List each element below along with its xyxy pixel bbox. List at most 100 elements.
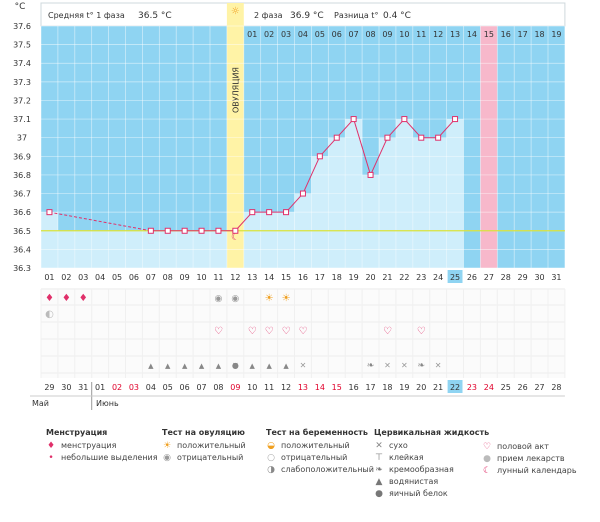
date-label: 19 [399, 383, 409, 392]
cycle-day-label: 02 [264, 30, 274, 39]
y-tick-label: 36.9 [13, 152, 31, 161]
y-tick-label: 37.2 [13, 96, 31, 105]
date-label: 20 [416, 383, 426, 392]
date-label: 28 [551, 383, 561, 392]
cycle-day-label: 14 [467, 30, 477, 39]
bbt-chart: °C Средняя t° 1 фаза 36.5 °C 2 фаза 36.9 °C Р… [13, 2, 566, 410]
y-tick-label: 36.6 [13, 208, 31, 217]
y-tick-label: 36.5 [13, 227, 31, 236]
date-label: 24 [484, 383, 494, 392]
date-label: 08 [213, 383, 223, 392]
heart-icon: ♡ [417, 326, 426, 337]
temp-segment [403, 118, 422, 139]
date-label: 17 [365, 383, 375, 392]
phase1-value: 36.5 °C [138, 11, 172, 21]
legend-item-eggwhite: ● яичный белок [374, 488, 489, 500]
legend-label: кремообразная [389, 465, 454, 474]
day-number: 31 [551, 273, 561, 282]
menstruation-icon: ♦ [62, 293, 71, 304]
day-number: 10 [196, 273, 206, 282]
day-number: 01 [44, 273, 54, 282]
date-label: 13 [298, 383, 308, 392]
moon-phase-icon: ◐ [45, 309, 54, 320]
cycle-day-label: 18 [534, 30, 544, 39]
temp-bar [41, 212, 58, 268]
y-tick-label: 37 [17, 134, 27, 143]
legend-pregnancy-test: Тест на беременность ◒ положительный ○ отр… [266, 428, 374, 476]
month-label: Июнь [96, 399, 119, 408]
date-label: 03 [129, 383, 139, 392]
day-number: 07 [146, 273, 156, 282]
y-tick-label: 36.3 [13, 264, 31, 273]
temp-segment [437, 118, 456, 139]
legend-mucus-title: Цервикальная жидкость [374, 428, 490, 437]
cycle-day-label: 05 [315, 30, 325, 39]
legend-other: ♡ половой акт ● прием лекарств ☾ лунный кал… [482, 441, 577, 477]
day-number: 19 [349, 273, 359, 282]
legend-item-ovul-neg: ◉ отрицательный [162, 452, 246, 464]
ovulation-label: ОВУЛЯЦИЯ [231, 67, 240, 113]
date-label: 11 [264, 383, 274, 392]
legend-item-menstruation: ♦ менструация [46, 440, 158, 452]
date-label: 09 [230, 383, 240, 392]
phase1-label: Средняя t° 1 фаза [48, 11, 125, 20]
heart-icon: ♡ [248, 326, 257, 337]
legend-item-dry: ✕ сухо [374, 440, 489, 452]
legend-item-sticky: ⊤ клейкая [374, 452, 489, 464]
day-number: 20 [365, 273, 375, 282]
day-number: 16 [298, 273, 308, 282]
egg-white-icon: ● [232, 361, 239, 370]
y-tick-label: 36.7 [13, 190, 31, 199]
day-number: 04 [95, 273, 105, 282]
temp-segment [234, 211, 253, 232]
temp-segment [387, 118, 405, 139]
temp-point [266, 209, 273, 216]
cross-icon: ✕ [300, 361, 307, 370]
menstruation-icon: ♦ [79, 293, 88, 304]
y-tick-label: 37.6 [13, 22, 31, 31]
cycle-day-label: 15 [484, 30, 494, 39]
legend-label: водянистая [389, 477, 439, 486]
legend-label: положительный [177, 441, 246, 450]
cross-icon: ✕ [232, 361, 239, 370]
day-number: 26 [467, 273, 477, 282]
temp-point [164, 227, 171, 234]
diff-value: 0.4 °C [383, 11, 411, 21]
temp-point [198, 227, 205, 234]
legend-label: яичный белок [389, 489, 448, 498]
date-label: 04 [146, 383, 156, 392]
date-label: 05 [163, 383, 173, 392]
legend-menstruation: Менструация ♦ менструация • небольшие выде… [46, 428, 158, 464]
symptom-area [41, 288, 565, 378]
water-drop-icon: ▲ [216, 362, 222, 370]
temp-point [299, 190, 306, 197]
date-label: 01 [95, 383, 105, 392]
day-number: 28 [501, 273, 511, 282]
temp-bar [429, 137, 447, 268]
day-number: 24 [433, 273, 443, 282]
cycle-day-label: 06 [332, 30, 342, 39]
temp-point [215, 227, 222, 234]
cycle-day-label: 12 [433, 30, 443, 39]
diff-label: Разница t° [334, 11, 378, 20]
test-negative-icon: ○ [267, 453, 275, 463]
legend-label: положительный [281, 441, 350, 450]
temp-point [435, 134, 442, 141]
temp-point [367, 171, 374, 178]
phase2-label: 2 фаза [254, 11, 283, 20]
test-positive-icon: ◒ [267, 441, 275, 451]
legend-item-creamy: ❧ кремообразная [374, 464, 489, 476]
cycle-day-label: 08 [365, 30, 375, 39]
cycle-day-label: 19 [551, 30, 561, 39]
cycle-day-label: 04 [298, 30, 308, 39]
date-label: 15 [332, 383, 342, 392]
temp-segment [336, 118, 355, 139]
day-number: 03 [78, 273, 88, 282]
day-number: 29 [518, 273, 528, 282]
drops-icon: ♦ [46, 441, 56, 451]
legend-item-medication: ● прием лекарств [482, 453, 577, 465]
date-label: 29 [44, 383, 54, 392]
date-label: 12 [281, 383, 291, 392]
menstruation-icon: ♦ [45, 293, 54, 304]
ovul-test-negative-icon: ◉ [215, 294, 223, 304]
